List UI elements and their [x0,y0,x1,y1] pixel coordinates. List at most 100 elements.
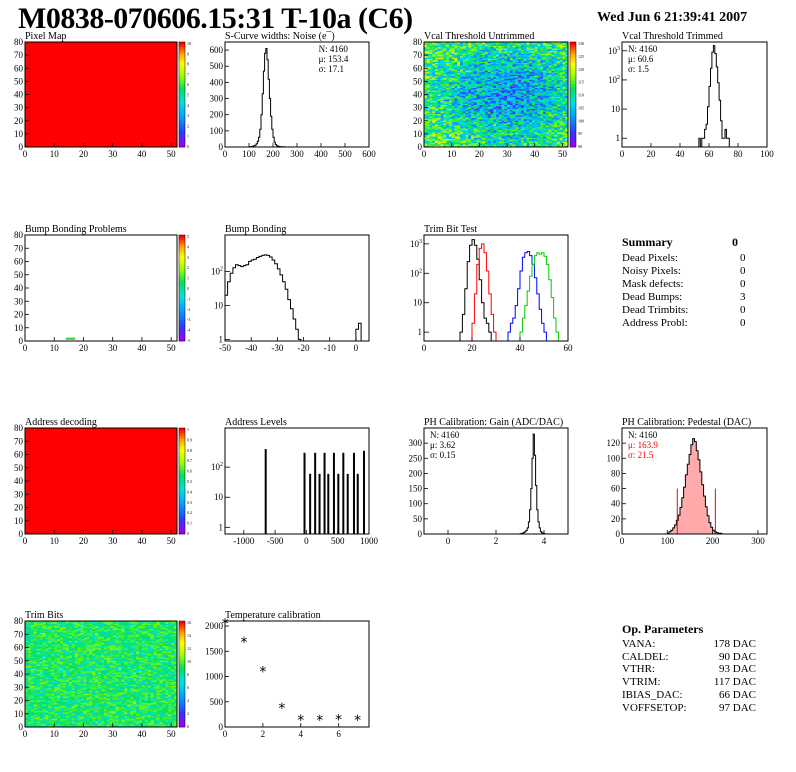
heatmap-cell [98,622,102,624]
heatmap-cell [545,78,549,81]
heatmap-cell [457,56,461,59]
heatmap-cell [518,81,522,83]
heatmap-cell [545,53,549,56]
heatmap-cell [118,626,122,628]
heatmap-cell [468,47,472,49]
heatmap-cell [565,98,569,101]
heatmap-cell [446,69,450,72]
heatmap-cell [554,133,558,136]
heatmap-cell [476,131,480,133]
heatmap-cell [451,126,455,128]
heatmap-cell [537,141,541,144]
heatmap-cell [515,115,519,118]
heatmap-cell [504,57,508,60]
heatmap-cell [454,103,458,106]
heatmap-cell [451,97,455,99]
chart-title: Bump Bonding [225,224,286,235]
heatmap-cell [437,94,441,97]
heatmap-cell [537,70,541,73]
heatmap-cell [543,135,547,137]
colorbar-segment [179,443,185,447]
heatmap-cell [462,116,466,119]
heatmap-cell [487,141,491,144]
heatmap-cell [454,144,458,146]
heatmap-cell [437,98,441,101]
heatmap-cell [520,53,524,56]
y-tick-label: 50 [14,76,24,86]
heatmap-cell [515,114,519,116]
heatmap-cell [437,141,441,144]
heatmap-cell [426,66,430,69]
heatmap-cell [457,81,461,83]
heatmap-cell [451,128,455,131]
heatmap-cell [74,624,78,627]
heatmap-cell [562,106,566,108]
colorbar-segment [179,457,185,461]
heatmap-cell [565,78,569,81]
heatmap-cell [515,140,519,143]
heatmap-cell [496,98,500,101]
heatmap-cell [462,124,466,127]
heatmap-cell [476,112,480,115]
heatmap-cell [540,118,544,120]
heatmap-cell [559,53,563,56]
heatmap-cell [540,105,544,107]
heatmap-cell [523,97,527,99]
heatmap-cell [473,61,477,64]
heatmap-cell [426,136,430,139]
heatmap-cell [462,126,466,128]
heatmap-cell [554,102,558,104]
heatmap-cell [424,82,428,85]
heatmap-cell [457,95,461,98]
heatmap-cell [515,73,519,76]
heatmap-cell [534,76,538,78]
heatmap-cell [77,626,81,628]
y-tick-label: 120 [607,438,621,448]
heatmap-cell [509,99,513,102]
heatmap-cell [504,47,508,49]
heatmap-cell [443,94,447,97]
heatmap-cell [523,98,527,101]
heatmap-cell [498,99,502,102]
heatmap-cell [509,68,513,70]
heatmap-cell [482,60,486,62]
heatmap-cell [435,139,439,141]
heatmap-cell [468,45,472,48]
heatmap-cell [562,97,566,99]
heatmap-cell [482,56,486,59]
colorbar-tick-label: 1 [187,134,189,139]
heatmap-cell [432,101,436,103]
heatmap-cell [54,621,58,623]
heatmap-cell [476,81,480,83]
heatmap-cell [468,76,472,78]
heatmap-cell [523,101,527,103]
heatmap-cell [543,145,547,148]
heatmap-cell [446,66,450,69]
heatmap-cell [518,55,522,57]
x-tick-label: 20 [79,343,89,353]
heatmap-cell [545,129,549,132]
heatmap-cell [462,42,466,44]
heatmap-cell [424,101,428,103]
x-tick-label: 30 [108,149,118,159]
heatmap-cell [136,623,140,626]
heatmap-cell [537,45,541,48]
heatmap-cell [548,69,552,72]
heatmap-cell [537,110,541,112]
heatmap-cell [545,98,549,101]
heatmap-cell [437,99,441,102]
heatmap-cell [520,105,524,107]
heatmap-cell [440,44,444,47]
heatmap-cell [487,123,491,125]
y-tick-exponent: 2 [419,268,422,274]
heatmap-cell [451,101,455,103]
heatmap-cell [426,122,430,124]
heatmap-cell [523,69,527,72]
heatmap-cell [440,127,444,129]
heatmap-cell [429,72,433,74]
heatmap-cell [71,624,75,627]
heatmap-cell [89,624,93,627]
heatmap-cell [471,144,475,146]
heatmap-cell [540,66,544,69]
heatmap-cell [520,139,524,141]
